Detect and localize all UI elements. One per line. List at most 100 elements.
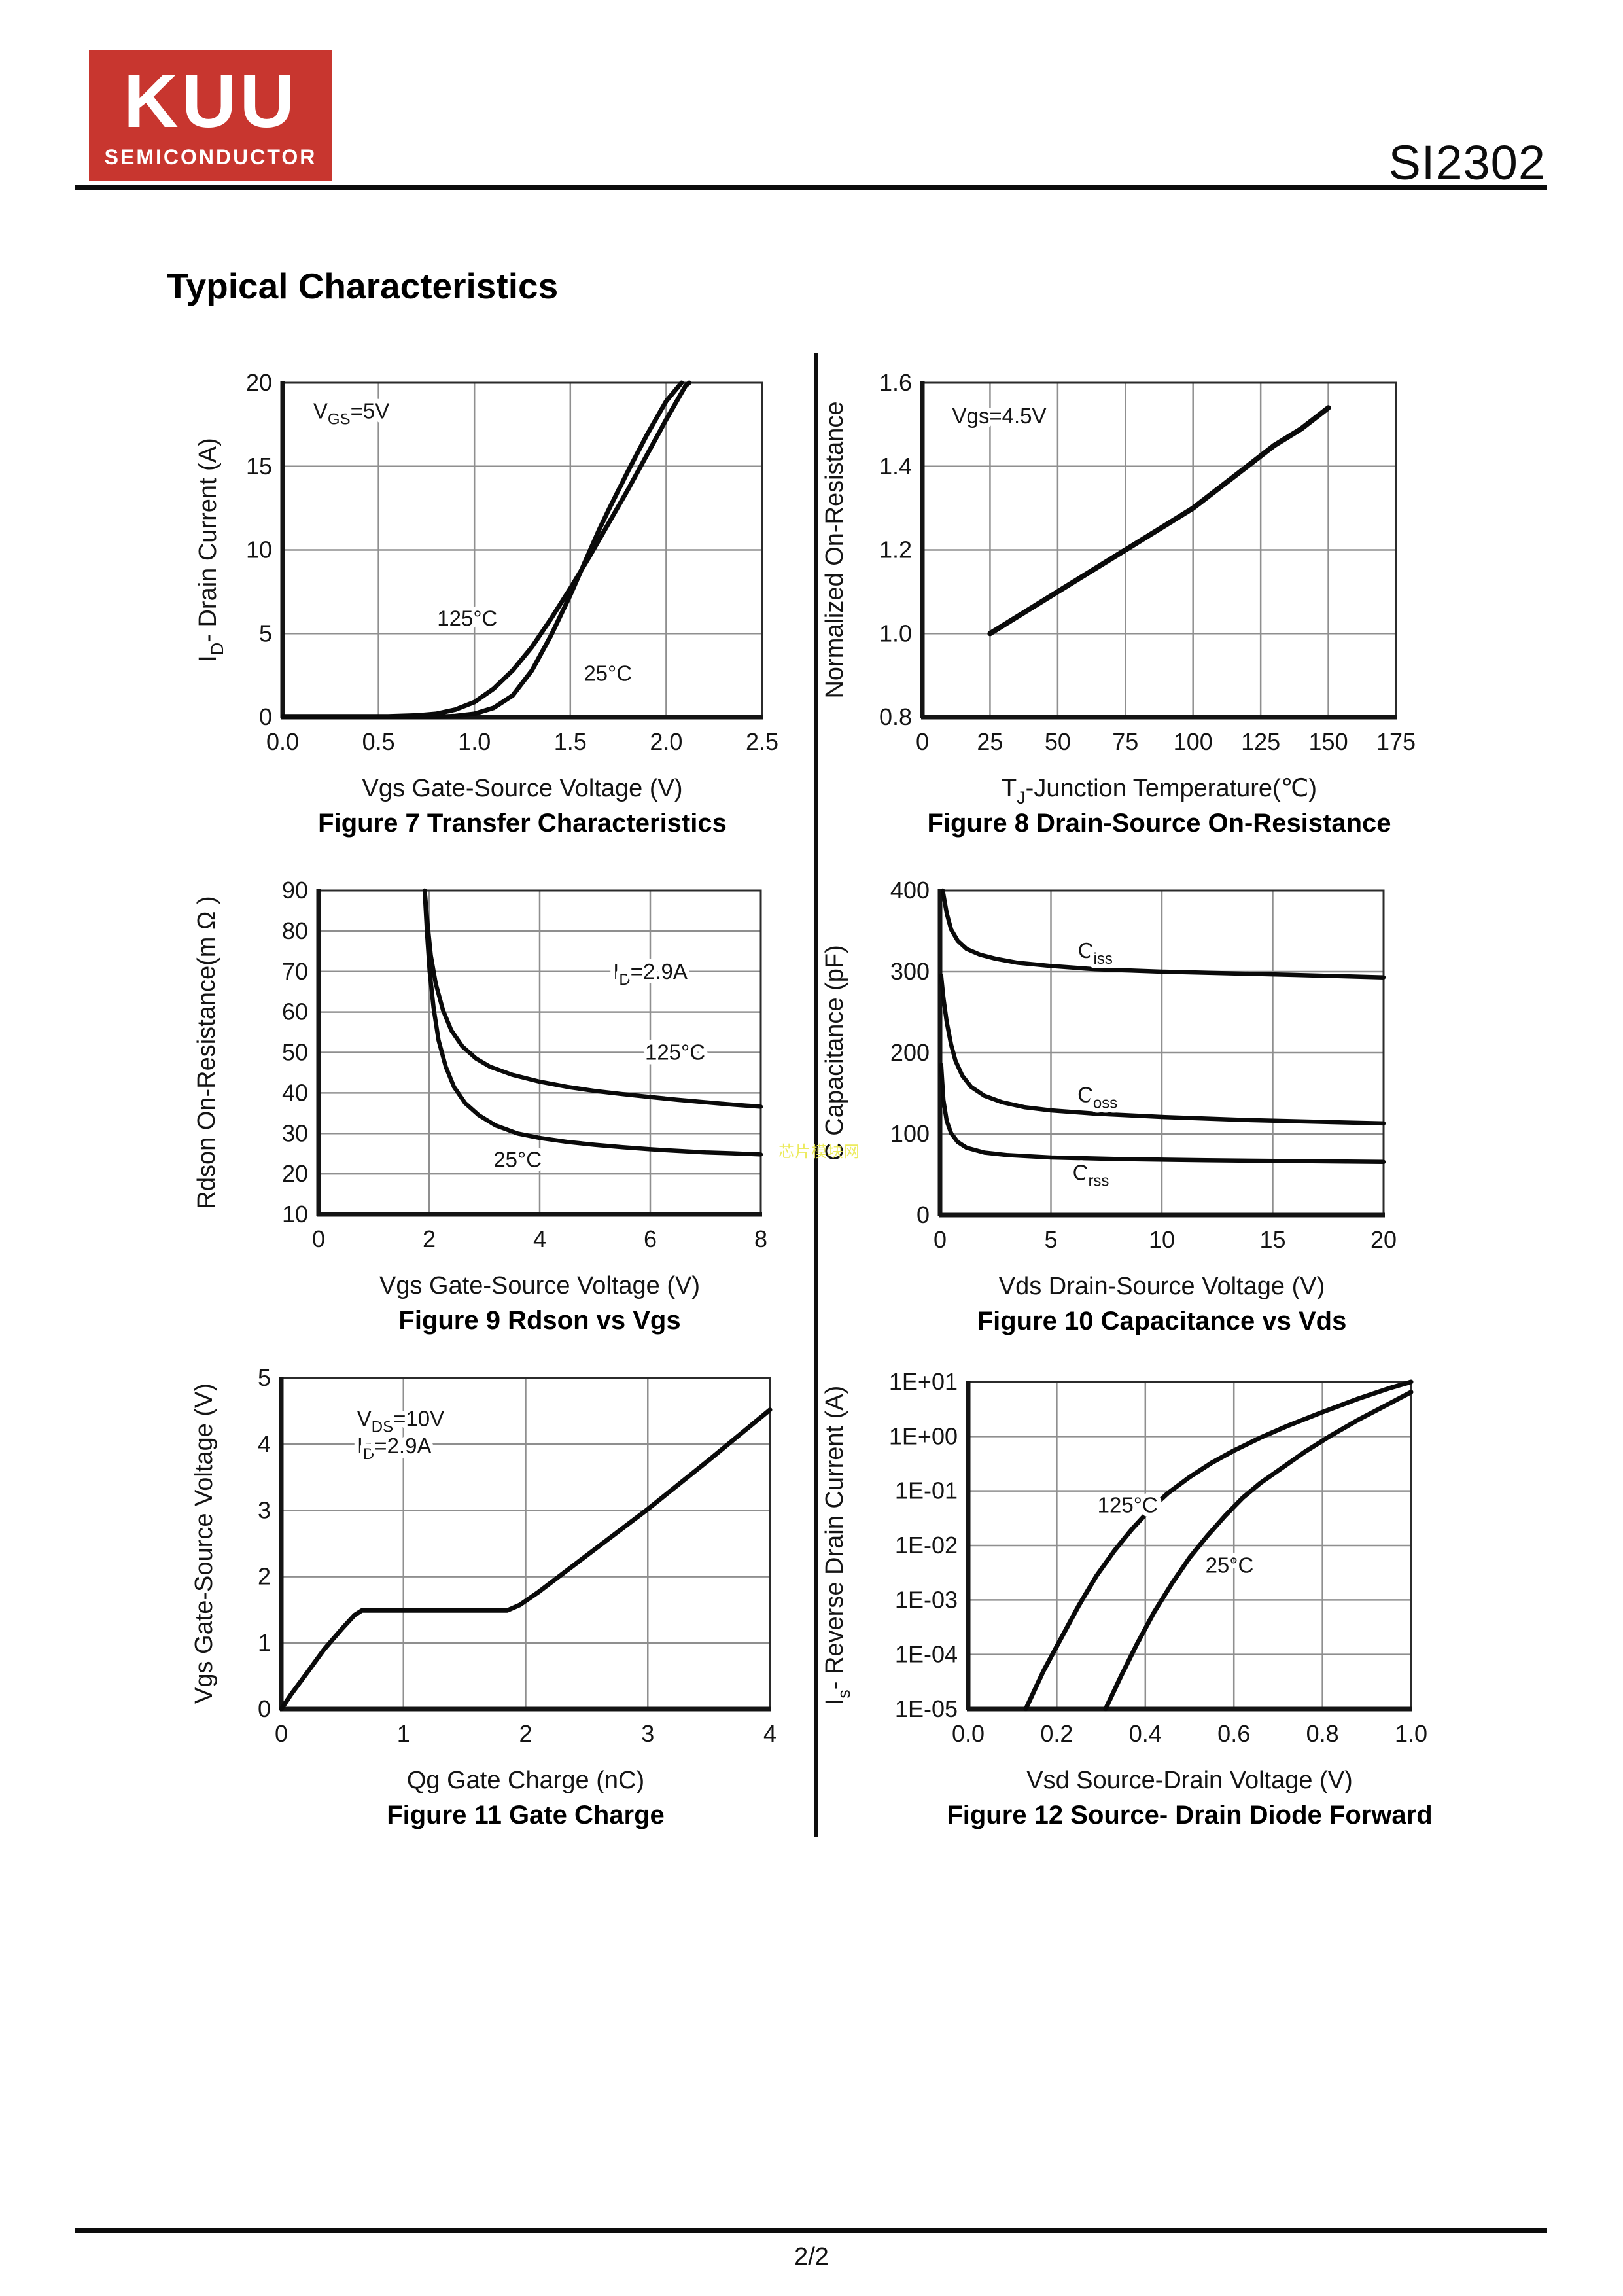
x-axis-title: Vgs Gate-Source Voltage (V): [362, 775, 682, 802]
y-tick-15: 15: [246, 453, 272, 480]
x-tick-0.0: 0.0: [952, 1720, 985, 1747]
gridlines: [280, 1377, 771, 1710]
y-tick-2: 2: [258, 1563, 271, 1590]
y-tick-1.2: 1.2: [879, 537, 912, 563]
x-tick-1.0: 1.0: [1395, 1720, 1427, 1747]
y-tick-1.4: 1.4: [879, 453, 912, 480]
series-curves: [279, 1407, 773, 1712]
x-tick-4: 4: [763, 1720, 777, 1747]
x-tick-0: 0: [275, 1720, 288, 1747]
y-tick-labels: 0 100 200 300 400: [890, 877, 930, 1228]
figure-caption: Figure 9 Rdson vs Vgs: [398, 1306, 680, 1335]
x-tick-0.6: 0.6: [1217, 1720, 1250, 1747]
y-tick-0: 0: [259, 703, 272, 730]
series-25°C: [280, 380, 684, 719]
y-tick-labels: 0 1 2 3 4 5: [258, 1364, 271, 1722]
y-tick-labels: 0 5 10 15 20: [246, 369, 272, 730]
logo-subtext: SEMICONDUCTOR: [104, 145, 317, 169]
series-curves: [422, 888, 763, 1157]
y-tick-80: 80: [282, 917, 308, 944]
annotation-0: VDS=10V: [357, 1407, 444, 1436]
x-tick-50: 50: [1045, 728, 1071, 755]
y-tick-30: 30: [282, 1120, 308, 1146]
x-tick-25: 25: [977, 728, 1003, 755]
y-tick-labels: 0.8 1.0 1.2 1.4 1.6: [879, 369, 912, 730]
x-tick-labels: 0 5 10 15 20: [934, 1226, 1397, 1253]
y-tick-labels: 1E+01 1E+00 1E-01 1E-02 1E-03 1E-04 1E-05: [889, 1368, 958, 1722]
y-axis-title: Vgs Gate-Source Voltage (V): [190, 1383, 218, 1704]
annotation-1: 125°C: [437, 606, 497, 630]
annotation-1: 125°C: [645, 1040, 705, 1065]
y-tick-10: 10: [282, 1201, 308, 1227]
x-tick-1: 1: [397, 1720, 410, 1747]
gridlines: [281, 381, 763, 718]
header-rule: [75, 185, 1547, 190]
y-tick-20: 20: [282, 1160, 308, 1187]
annotation-2: 25°C: [584, 662, 632, 686]
y-tick-70: 70: [282, 958, 308, 985]
x-tick-0.8: 0.8: [1306, 1720, 1339, 1747]
y-tick-1: 1: [258, 1629, 271, 1656]
x-tick-3: 3: [641, 1720, 654, 1747]
x-tick-labels: 0.0 0.2 0.4 0.6 0.8 1.0: [952, 1720, 1427, 1747]
annotation-2: 25°C: [493, 1147, 542, 1171]
x-tick-labels: 0 1 2 3 4: [275, 1720, 777, 1747]
y-tick-1E-03: 1E-03: [895, 1586, 958, 1613]
x-tick-75: 75: [1112, 728, 1138, 755]
x-tick-8: 8: [754, 1226, 767, 1252]
y-tick-1.0: 1.0: [879, 620, 912, 646]
y-axis-title: ID- Drain Current (A): [194, 438, 227, 662]
x-tick-6: 6: [644, 1226, 657, 1252]
x-tick-10: 10: [1149, 1226, 1175, 1253]
annotation-0: Vgs=4.5V: [952, 404, 1047, 428]
y-tick-1E-04: 1E-04: [895, 1641, 958, 1668]
figure-8-drain-source-on-resistance: 0 25 50 75 100 125 150 175 0.8 1.0 1.2 1.4 1.6 Vgs=4.…: [821, 351, 1485, 872]
column-divider: [814, 353, 818, 1837]
x-tick-100: 100: [1174, 728, 1213, 755]
series-curves: [280, 380, 692, 719]
y-tick-1E-05: 1E-05: [895, 1695, 958, 1722]
watermark-text: 芯片模块网: [778, 1143, 860, 1161]
series-Crss: [939, 1063, 1386, 1165]
y-tick-1E-01: 1E-01: [895, 1477, 958, 1504]
gridlines: [921, 381, 1397, 718]
x-axis-title: Vds Drain-Source Voltage (V): [999, 1273, 1325, 1300]
y-axis-title: Is- Reverse Drain Current (A): [824, 1386, 854, 1706]
x-tick-2.5: 2.5: [746, 728, 778, 755]
series-normalized-rdson: [987, 405, 1331, 637]
annotation-0: Ciss: [1078, 938, 1113, 968]
figure-9-rdson-vs-vgs: 0 2 4 6 8 10 20 30 40 50 60 70 80 90 ID=2.9A 125°C 25°C V…: [157, 862, 818, 1353]
gridlines: [967, 1381, 1412, 1710]
gridlines: [939, 889, 1385, 1216]
figure-12-source-drain-diode-forward-svg: 0.0 0.2 0.4 0.6 0.8 1.01E+011E+001E-011E-021E…: [821, 1368, 1433, 1829]
y-tick-100: 100: [890, 1120, 930, 1147]
figure-caption: Figure 11 Gate Charge: [387, 1801, 665, 1829]
y-tick-1E+00: 1E+00: [889, 1422, 958, 1449]
series-25°C: [1103, 1390, 1414, 1712]
y-tick-400: 400: [890, 877, 930, 904]
figure-10-capacitance-vs-vds: 0 5 10 15 20 0 100 200 300 400 Ciss Coss Crss Vds Dra…: [821, 862, 1485, 1353]
x-tick-4: 4: [533, 1226, 546, 1252]
figure-8-drain-source-on-resistance-svg: 0 25 50 75 100 125 150 175 0.8 1.0 1.2 1.4 1.6 Vgs=4.…: [821, 369, 1416, 838]
x-axis-title: TJ-Junction Temperature(℃): [1002, 775, 1317, 807]
series-125°C: [422, 888, 763, 1109]
y-tick-60: 60: [282, 998, 308, 1025]
y-tick-1E-02: 1E-02: [895, 1532, 958, 1559]
x-tick-labels: 0.0 0.5 1.0 1.5 2.0 2.5: [266, 728, 778, 755]
series-Ciss: [940, 888, 1386, 980]
x-tick-150: 150: [1309, 728, 1348, 755]
brand-logo: KUU SEMICONDUCTOR: [89, 50, 332, 181]
x-tick-2.0: 2.0: [650, 728, 682, 755]
y-tick-20: 20: [246, 369, 272, 396]
figure-caption: Figure 12 Source- Drain Diode Forward: [947, 1801, 1432, 1829]
y-tick-40: 40: [282, 1079, 308, 1106]
x-tick-0: 0: [916, 728, 929, 755]
figure-11-gate-charge: 0 1 2 3 4 0 1 2 3 4 5 VDS=10V ID=2.9A Qg Gate Charge …: [157, 1360, 818, 1850]
y-axis-title: Rdson On-Resistance(m Ω ): [193, 896, 220, 1209]
y-tick-0.8: 0.8: [879, 703, 912, 730]
x-tick-0.4: 0.4: [1129, 1720, 1162, 1747]
x-tick-labels: 0 2 4 6 8: [312, 1226, 767, 1252]
figure-9-rdson-vs-vgs-svg: 0 2 4 6 8102030405060708090ID=2.9A125°C25°CV…: [193, 877, 767, 1335]
x-tick-175: 175: [1376, 728, 1416, 755]
